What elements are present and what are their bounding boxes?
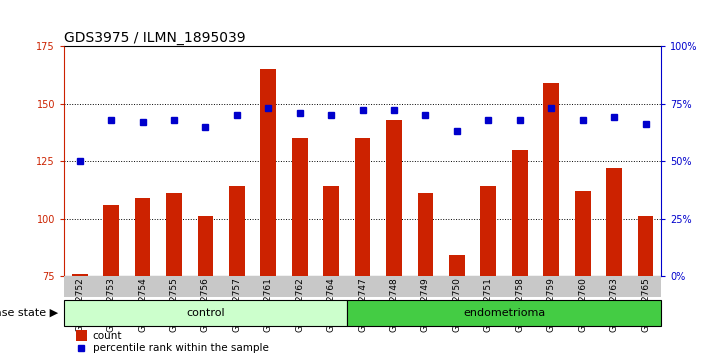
- Bar: [324, 186, 339, 276]
- Bar: [543, 83, 559, 276]
- Bar: [134, 198, 151, 276]
- Bar: [638, 216, 653, 276]
- Bar: [103, 205, 119, 276]
- Text: GSM572752: GSM572752: [75, 277, 84, 332]
- Bar: [260, 69, 276, 276]
- Text: count: count: [92, 331, 122, 341]
- Bar: [76, 330, 87, 341]
- Bar: [417, 193, 433, 276]
- Text: GSM572751: GSM572751: [484, 277, 493, 332]
- Text: GSM572761: GSM572761: [264, 277, 273, 332]
- Text: GSM572757: GSM572757: [232, 277, 241, 332]
- Bar: [355, 138, 370, 276]
- Text: GSM572764: GSM572764: [326, 277, 336, 332]
- Bar: [64, 300, 347, 326]
- Bar: [198, 216, 213, 276]
- Bar: [449, 256, 465, 276]
- Text: GDS3975 / ILMN_1895039: GDS3975 / ILMN_1895039: [64, 31, 245, 45]
- Text: GSM572750: GSM572750: [452, 277, 461, 332]
- Text: GSM572765: GSM572765: [641, 277, 650, 332]
- Text: GSM572759: GSM572759: [547, 277, 556, 332]
- Bar: [481, 186, 496, 276]
- Bar: [72, 274, 87, 276]
- Bar: [606, 168, 622, 276]
- Text: GSM572763: GSM572763: [609, 277, 619, 332]
- Text: GSM572749: GSM572749: [421, 277, 430, 332]
- Bar: [574, 191, 591, 276]
- Bar: [347, 300, 661, 326]
- Text: disease state ▶: disease state ▶: [0, 308, 58, 318]
- Bar: [512, 149, 528, 276]
- Text: GSM572755: GSM572755: [169, 277, 178, 332]
- Bar: [292, 138, 308, 276]
- Text: GSM572762: GSM572762: [295, 277, 304, 332]
- Bar: [229, 186, 245, 276]
- Text: GSM572754: GSM572754: [138, 277, 147, 332]
- Bar: [386, 120, 402, 276]
- Text: endometrioma: endometrioma: [463, 308, 545, 318]
- Text: percentile rank within the sample: percentile rank within the sample: [92, 343, 269, 353]
- Bar: [166, 193, 182, 276]
- Text: GSM572756: GSM572756: [201, 277, 210, 332]
- Text: control: control: [186, 308, 225, 318]
- Text: GSM572747: GSM572747: [358, 277, 367, 332]
- Text: GSM572753: GSM572753: [107, 277, 116, 332]
- Text: GSM572748: GSM572748: [390, 277, 399, 332]
- Text: GSM572758: GSM572758: [515, 277, 524, 332]
- Text: GSM572760: GSM572760: [578, 277, 587, 332]
